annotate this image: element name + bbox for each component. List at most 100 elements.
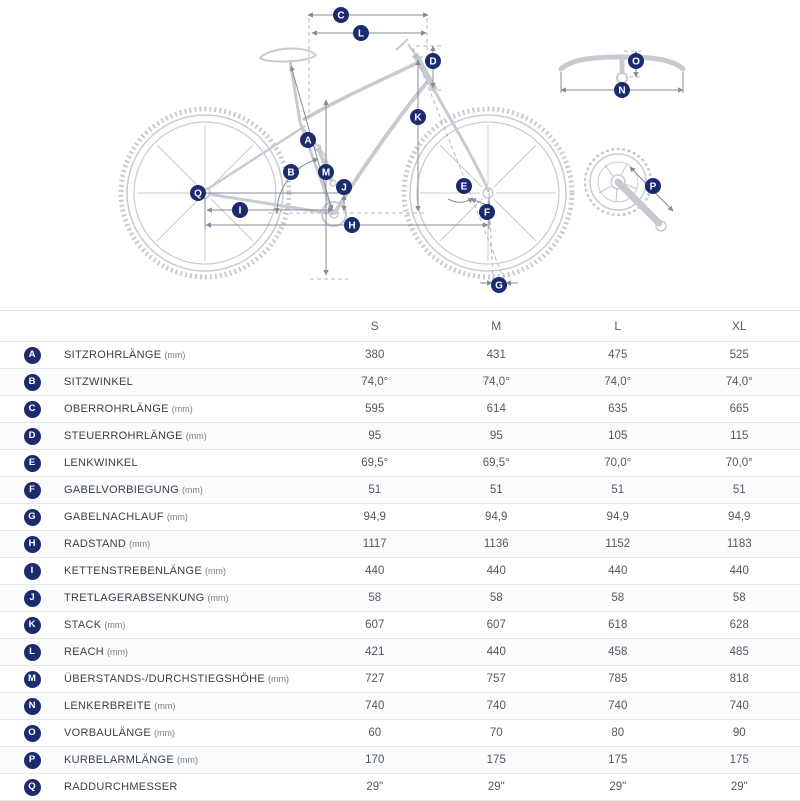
row-unit: (mm): [107, 647, 128, 657]
row-value-m: 440: [436, 646, 558, 658]
row-label: ÜBERSTANDS-/DURCHSTIEGSHÖHE(mm): [64, 673, 314, 685]
row-letter-cell: B: [0, 374, 64, 391]
diagram-label-F: F: [479, 204, 495, 220]
row-letter-cell: N: [0, 698, 64, 715]
row-letter-cell: A: [0, 347, 64, 364]
svg-text:M: M: [322, 168, 330, 179]
row-value-xl: 115: [679, 430, 800, 442]
row-value-s: 29": [314, 781, 436, 793]
svg-text:H: H: [348, 221, 355, 232]
row-unit: (mm): [129, 539, 150, 549]
row-label: RADDURCHMESSER: [64, 781, 314, 793]
row-letter-badge: D: [24, 428, 41, 445]
row-value-l: 1152: [557, 538, 679, 550]
svg-text:K: K: [414, 113, 422, 124]
row-letter-badge: F: [24, 482, 41, 499]
row-unit: (mm): [154, 701, 175, 711]
row-value-s: 95: [314, 430, 436, 442]
svg-text:I: I: [239, 206, 242, 217]
row-value-s: 595: [314, 403, 436, 415]
row-letter-cell: E: [0, 455, 64, 472]
diagram-label-J: J: [336, 179, 352, 195]
diagram-label-H: H: [344, 217, 360, 233]
row-label: SITZROHRLÄNGE(mm): [64, 349, 314, 361]
row-letter-badge: O: [24, 725, 41, 742]
header-size-m: M: [436, 319, 558, 333]
row-label: GABELNACHLAUF(mm): [64, 511, 314, 523]
diagram-label-O: O: [628, 53, 644, 69]
row-value-l: 51: [557, 484, 679, 496]
row-value-s: 607: [314, 619, 436, 631]
row-value-s: 58: [314, 592, 436, 604]
row-label: RADSTAND(mm): [64, 538, 314, 550]
row-value-l: 785: [557, 673, 679, 685]
row-unit: (mm): [205, 566, 226, 576]
row-value-xl: 70,0°: [679, 457, 800, 469]
row-value-s: 60: [314, 727, 436, 739]
row-label: GABELVORBIEGUNG(mm): [64, 484, 314, 496]
row-unit: (mm): [186, 431, 207, 441]
row-letter-badge: K: [24, 617, 41, 634]
row-value-xl: 665: [679, 403, 800, 415]
row-value-xl: 485: [679, 646, 800, 658]
diagram-label-A: A: [300, 132, 316, 148]
row-value-m: 607: [436, 619, 558, 631]
row-label: LENKWINKEL: [64, 457, 314, 469]
row-label: STEUERROHRLÄNGE(mm): [64, 430, 314, 442]
row-value-s: 69,5°: [314, 457, 436, 469]
svg-text:P: P: [650, 182, 657, 193]
row-unit: (mm): [182, 485, 203, 495]
svg-text:L: L: [358, 29, 364, 40]
row-label: KURBELARMLÄNGE(mm): [64, 754, 314, 766]
row-value-m: 1136: [436, 538, 558, 550]
bike-drawing: [121, 39, 683, 277]
svg-text:J: J: [341, 183, 347, 194]
row-value-l: 58: [557, 592, 679, 604]
row-value-m: 29": [436, 781, 558, 793]
row-value-xl: 628: [679, 619, 800, 631]
row-letter-badge: M: [24, 671, 41, 688]
row-letter-cell: C: [0, 401, 64, 418]
row-value-l: 458: [557, 646, 679, 658]
row-letter-cell: I: [0, 563, 64, 580]
svg-text:Q: Q: [194, 189, 202, 200]
row-label: KETTENSTREBENLÄNGE(mm): [64, 565, 314, 577]
diagram-label-C: C: [333, 7, 349, 23]
diagram-label-G: G: [491, 277, 507, 293]
svg-text:O: O: [632, 57, 640, 68]
row-value-l: 440: [557, 565, 679, 577]
row-value-xl: 1183: [679, 538, 800, 550]
row-letter-cell: O: [0, 725, 64, 742]
row-value-m: 58: [436, 592, 558, 604]
row-value-m: 757: [436, 673, 558, 685]
svg-text:B: B: [287, 168, 294, 179]
row-value-s: 94,9: [314, 511, 436, 523]
row-value-xl: 29": [679, 781, 800, 793]
bike-diagram-svg: A B C D E F G H I J K L M N O P Q: [0, 0, 800, 310]
row-value-l: 74,0°: [557, 376, 679, 388]
row-value-xl: 58: [679, 592, 800, 604]
row-label: VORBAULÄNGE(mm): [64, 727, 314, 739]
row-value-xl: 818: [679, 673, 800, 685]
header-size-xl: XL: [679, 319, 800, 333]
svg-text:G: G: [495, 281, 503, 292]
row-value-l: 175: [557, 754, 679, 766]
row-letter-badge: A: [24, 347, 41, 364]
diagram-label-E: E: [456, 178, 472, 194]
row-value-l: 475: [557, 349, 679, 361]
row-value-m: 431: [436, 349, 558, 361]
svg-text:D: D: [429, 57, 436, 68]
row-value-m: 440: [436, 565, 558, 577]
row-label: LENKERBREITE(mm): [64, 700, 314, 712]
row-unit: (mm): [207, 593, 228, 603]
